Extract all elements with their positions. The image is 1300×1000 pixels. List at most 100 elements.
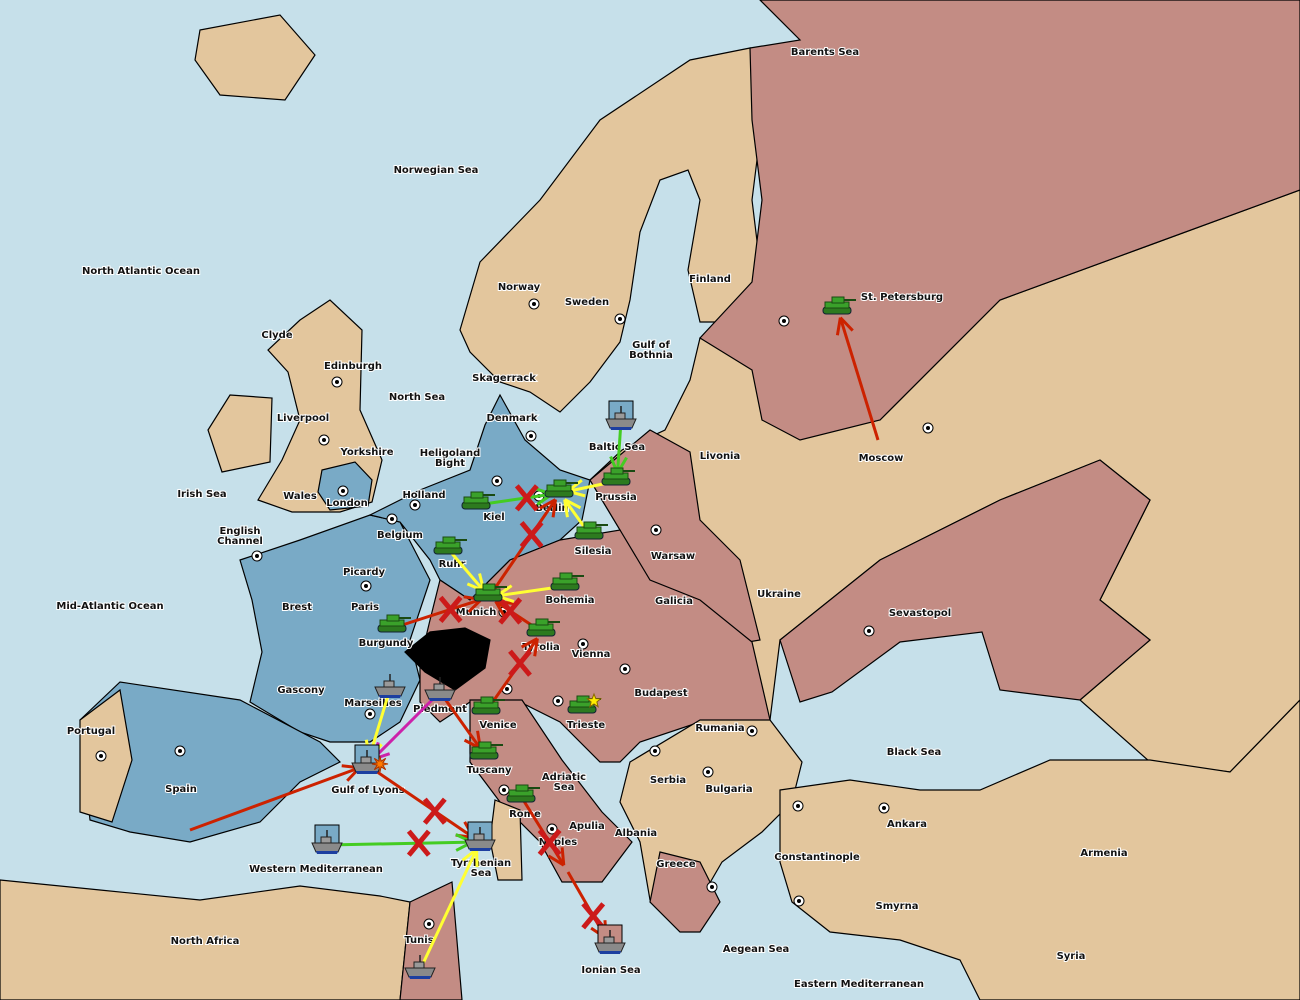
supply-center-rome — [498, 784, 510, 796]
order-western-mediterranean-to-tyrrhenian-sea — [326, 829, 473, 857]
units[interactable] — [311, 296, 856, 979]
fleet-unit-tunis[interactable] — [404, 955, 436, 979]
order-munich-to-berlin — [487, 498, 557, 598]
label-liverpool: Liverpool — [277, 413, 329, 424]
order-burgundy-to-munich — [392, 595, 483, 630]
arrowhead — [560, 847, 566, 866]
label-sevastopol: Sevastopol — [889, 608, 951, 619]
land-iberia — [79, 681, 342, 843]
label-venice: Venice — [479, 720, 516, 731]
label-barents-sea: Barents Sea — [791, 47, 859, 58]
fleet-unit-ionian-sea[interactable] — [594, 924, 626, 954]
army-unit-silesia[interactable] — [574, 521, 608, 540]
ship-icon — [374, 674, 406, 698]
label-paris: Paris — [351, 602, 379, 613]
supply-center-portugal — [95, 750, 107, 762]
army-unit-tuscany[interactable] — [469, 741, 503, 760]
label-heligoland-bight: Heligoland Bight — [420, 448, 481, 469]
army-unit-bohemia[interactable] — [550, 572, 584, 591]
label-belgium: Belgium — [377, 530, 423, 541]
label-adriatic-sea: Adriatic Sea — [542, 772, 586, 793]
fleet-unit-gulf-of-lyons[interactable] — [351, 744, 383, 774]
label-skagerrack: Skagerrack — [472, 373, 536, 384]
supply-center-norway — [528, 298, 540, 310]
label-eastern-mediterranean: Eastern Mediterranean — [794, 979, 924, 990]
supply-center-serbia — [649, 745, 661, 757]
label-st-petersburg: St. Petersburg — [861, 292, 943, 303]
label-bulgaria: Bulgaria — [705, 784, 752, 795]
fleet-unit-western-mediterranean[interactable] — [311, 824, 343, 854]
supply-center-marseilles — [364, 708, 376, 720]
tank-icon — [601, 467, 635, 486]
ship-icon — [464, 827, 496, 851]
supply-center-liverpool — [318, 434, 330, 446]
ship-icon — [605, 406, 637, 430]
label-livonia: Livonia — [700, 451, 740, 462]
failed-x-icon — [519, 520, 544, 549]
army-unit-st-petersburg[interactable] — [822, 296, 856, 315]
order-line — [392, 598, 482, 630]
tank-icon — [461, 491, 495, 510]
fleet-unit-tyrrhenian-sea[interactable] — [464, 821, 496, 851]
supply-center-trieste — [552, 695, 564, 707]
land-ireland — [207, 394, 273, 473]
army-unit-burgundy[interactable] — [377, 614, 411, 633]
label-prussia: Prussia — [595, 492, 636, 503]
land-sevastopol — [779, 459, 1151, 703]
army-unit-kiel[interactable] — [461, 491, 495, 510]
army-unit-rome[interactable] — [506, 784, 540, 803]
arrowhead — [494, 600, 506, 618]
army-unit-prussia[interactable] — [601, 467, 635, 486]
label-kiel: Kiel — [483, 512, 504, 523]
arrowhead — [461, 848, 478, 862]
arrowhead — [551, 499, 557, 518]
army-unit-munich[interactable] — [473, 583, 507, 602]
supply-centers — [95, 298, 934, 930]
ship-icon — [594, 930, 626, 954]
order-gulf-of-lyons-to-tyrrhenian-sea — [366, 763, 475, 839]
supply-center-warsaw — [650, 524, 662, 536]
tank-icon — [469, 741, 503, 760]
failed-x-icon — [581, 902, 606, 930]
failed-x-icon — [422, 797, 447, 825]
arrowhead — [539, 498, 557, 510]
tank-icon — [473, 583, 507, 602]
label-north-sea: North Sea — [389, 392, 445, 403]
supply-center-st-petersburg — [778, 315, 790, 327]
army-unit-ruhr[interactable] — [433, 536, 467, 555]
army-unit-tyrolia[interactable] — [526, 618, 560, 637]
land-iceland — [194, 14, 316, 101]
failed-x-icon — [498, 597, 523, 625]
order-line — [447, 549, 485, 592]
fleet-unit-marseilles[interactable] — [374, 674, 406, 698]
supply-center-tunis — [423, 918, 435, 930]
label-burgundy: Burgundy — [359, 638, 414, 649]
label-yorkshire: Yorkshire — [340, 447, 394, 458]
label-norwegian-sea: Norwegian Sea — [394, 165, 479, 176]
fleet-unit-baltic-sea[interactable] — [605, 400, 637, 430]
order-tunis-to-tyrrhenian-sea — [418, 848, 479, 971]
failed-x-icon — [438, 595, 463, 624]
army-unit-berlin[interactable] — [544, 479, 578, 498]
label-syria: Syria — [1057, 951, 1086, 962]
label-denmark: Denmark — [487, 413, 538, 424]
land-scandinavia — [459, 47, 763, 413]
tank-icon — [526, 618, 560, 637]
label-tunis: Tunis — [404, 935, 433, 946]
fleet-unit-piedmont[interactable] — [424, 677, 456, 701]
supply-center-ankara — [878, 802, 890, 814]
army-unit-venice[interactable] — [471, 696, 505, 715]
order-line — [371, 690, 442, 761]
label-armenia: Armenia — [1080, 848, 1127, 859]
supply-center-vienna — [577, 638, 589, 650]
tank-icon — [574, 521, 608, 540]
supply-center-budapest — [619, 663, 631, 675]
supply-center-sweden — [614, 313, 626, 325]
label-serbia: Serbia — [650, 775, 686, 786]
label-silesia: Silesia — [575, 546, 612, 557]
land-switzerland — [404, 627, 491, 691]
tank-icon — [822, 296, 856, 315]
label-ankara: Ankara — [887, 819, 927, 830]
